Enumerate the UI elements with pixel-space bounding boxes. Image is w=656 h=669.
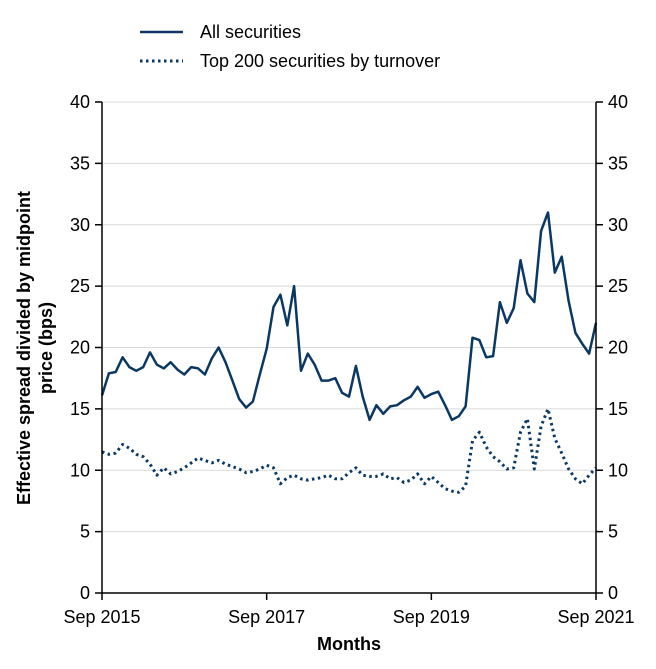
legend-label: All securities	[200, 22, 301, 42]
series-lines	[100, 211, 598, 494]
y-tick-label-left: 20	[70, 338, 90, 358]
y-tick-label-left: 5	[80, 522, 90, 542]
y-tick-label-right: 15	[608, 399, 628, 419]
series-line-top-200	[101, 407, 598, 494]
y-tick-label-left: 35	[70, 153, 90, 173]
legend: All securities Top 200 securities by turn…	[140, 22, 440, 71]
y-tick-label-left: 10	[70, 460, 90, 480]
series-line-all-securities	[100, 211, 598, 422]
axes: 0 0 5 5 10 10 15 15 20 20 25 25 30 30 35 35 40 40 Sep 2015…	[63, 92, 634, 627]
y-axis-title: Effective spread divided by midpoint pri…	[14, 191, 56, 505]
y-tick-label-right: 25	[608, 276, 628, 296]
y-tick-label-right: 0	[608, 583, 618, 603]
x-tick-label: Sep 2015	[63, 607, 140, 627]
y-tick-label-right: 20	[608, 338, 628, 358]
y-tick-label-right: 5	[608, 522, 618, 542]
y-axis-title-line2: price (bps)	[36, 302, 56, 394]
y-tick-label-left: 25	[70, 276, 90, 296]
y-tick-label-left: 40	[70, 92, 90, 112]
y-tick-label-left: 0	[80, 583, 90, 603]
gridlines	[102, 101, 596, 533]
y-axis-title-line1: Effective spread divided by midpoint	[14, 191, 34, 505]
x-axis-title: Months	[317, 634, 381, 654]
y-tick-label-left: 15	[70, 399, 90, 419]
legend-label: Top 200 securities by turnover	[200, 51, 440, 71]
y-tick-label-left: 30	[70, 215, 90, 235]
x-tick-label: Sep 2019	[393, 607, 470, 627]
y-tick-label-right: 35	[608, 153, 628, 173]
x-tick-label: Sep 2021	[557, 607, 634, 627]
y-tick-label-right: 40	[608, 92, 628, 112]
y-tick-label-right: 10	[608, 460, 628, 480]
y-tick-label-right: 30	[608, 215, 628, 235]
x-tick-label: Sep 2017	[228, 607, 305, 627]
